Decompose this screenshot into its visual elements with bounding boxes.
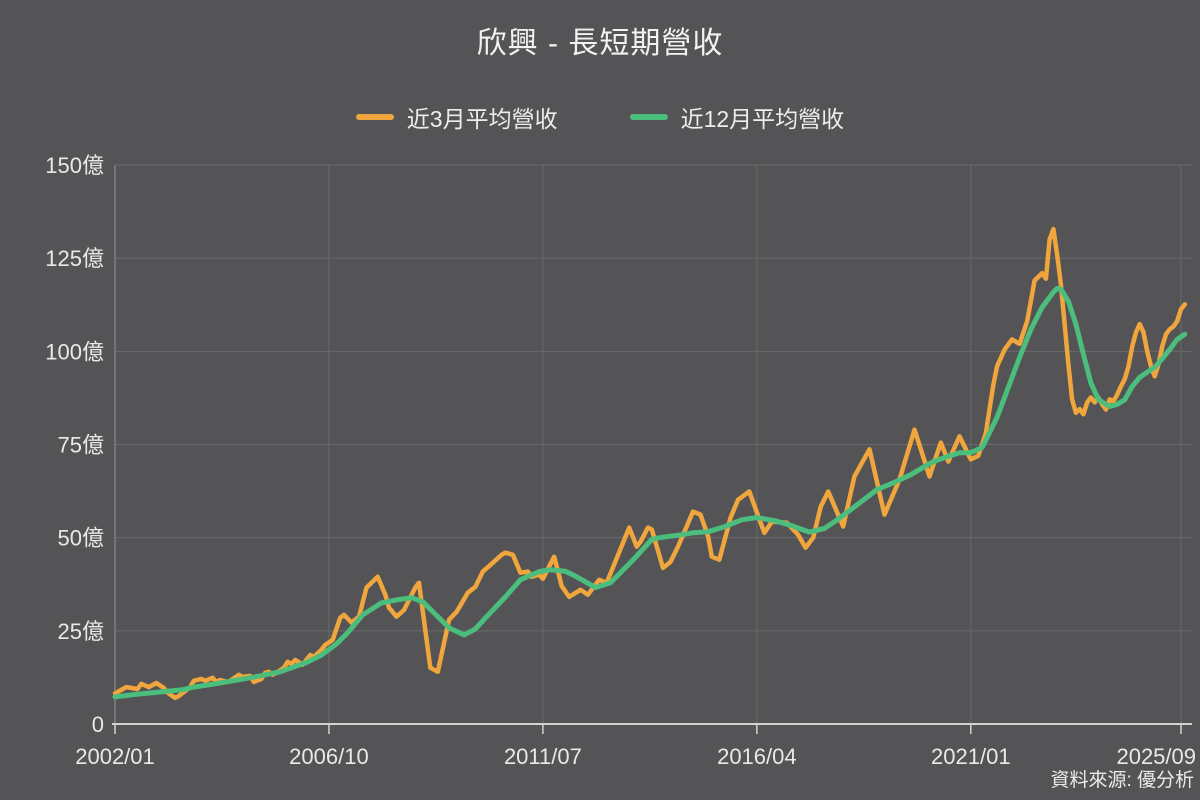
x-axis-label-2021/01: 2021/01	[931, 744, 1011, 769]
y-axis-label-25: 25億	[58, 619, 104, 644]
legend-label-12m: 近12月平均營收	[680, 106, 845, 132]
y-axis-label-75: 75億	[58, 433, 104, 458]
data-source-note: 資料來源: 優分析	[1050, 770, 1194, 791]
y-axis-label-100: 100億	[45, 339, 104, 364]
series-lines	[112, 226, 1188, 701]
legend-swatch-12m-icon	[629, 114, 668, 120]
x-axis-label-2006/10: 2006/10	[289, 744, 369, 769]
legend-swatch-3m-icon	[355, 114, 394, 120]
grid-lines	[115, 164, 1192, 724]
axis-labels: 0 25億 50億 75億 100億 125億 150億 2002/01 2006/10 2011…	[45, 153, 1196, 769]
y-axis-label-150: 150億	[45, 153, 104, 178]
legend-item-12m-avg[interactable]: 近12月平均營收	[629, 100, 845, 134]
legend-item-3m-avg[interactable]: 近3月平均營收	[355, 100, 558, 134]
x-axis-label-2002/01: 2002/01	[75, 744, 155, 769]
y-axis-label-50: 50億	[58, 526, 104, 551]
legend-label-3m: 近3月平均營收	[406, 106, 558, 132]
axes	[112, 165, 1192, 734]
x-axis-label-2011/07: 2011/07	[504, 744, 582, 769]
y-axis-label-125: 125億	[45, 246, 104, 271]
x-axis-label-2025/09: 2025/09	[1116, 744, 1196, 769]
series-line-3m-avg	[112, 226, 1188, 701]
chart-title: 欣興 - 長短期營收	[476, 27, 724, 60]
y-axis-label-0: 0	[92, 712, 104, 737]
series-line-12m-avg	[112, 285, 1188, 700]
chart-legend: 近3月平均營收 近12月平均營收	[0, 100, 1200, 134]
x-axis-label-2016/04: 2016/04	[717, 744, 797, 769]
